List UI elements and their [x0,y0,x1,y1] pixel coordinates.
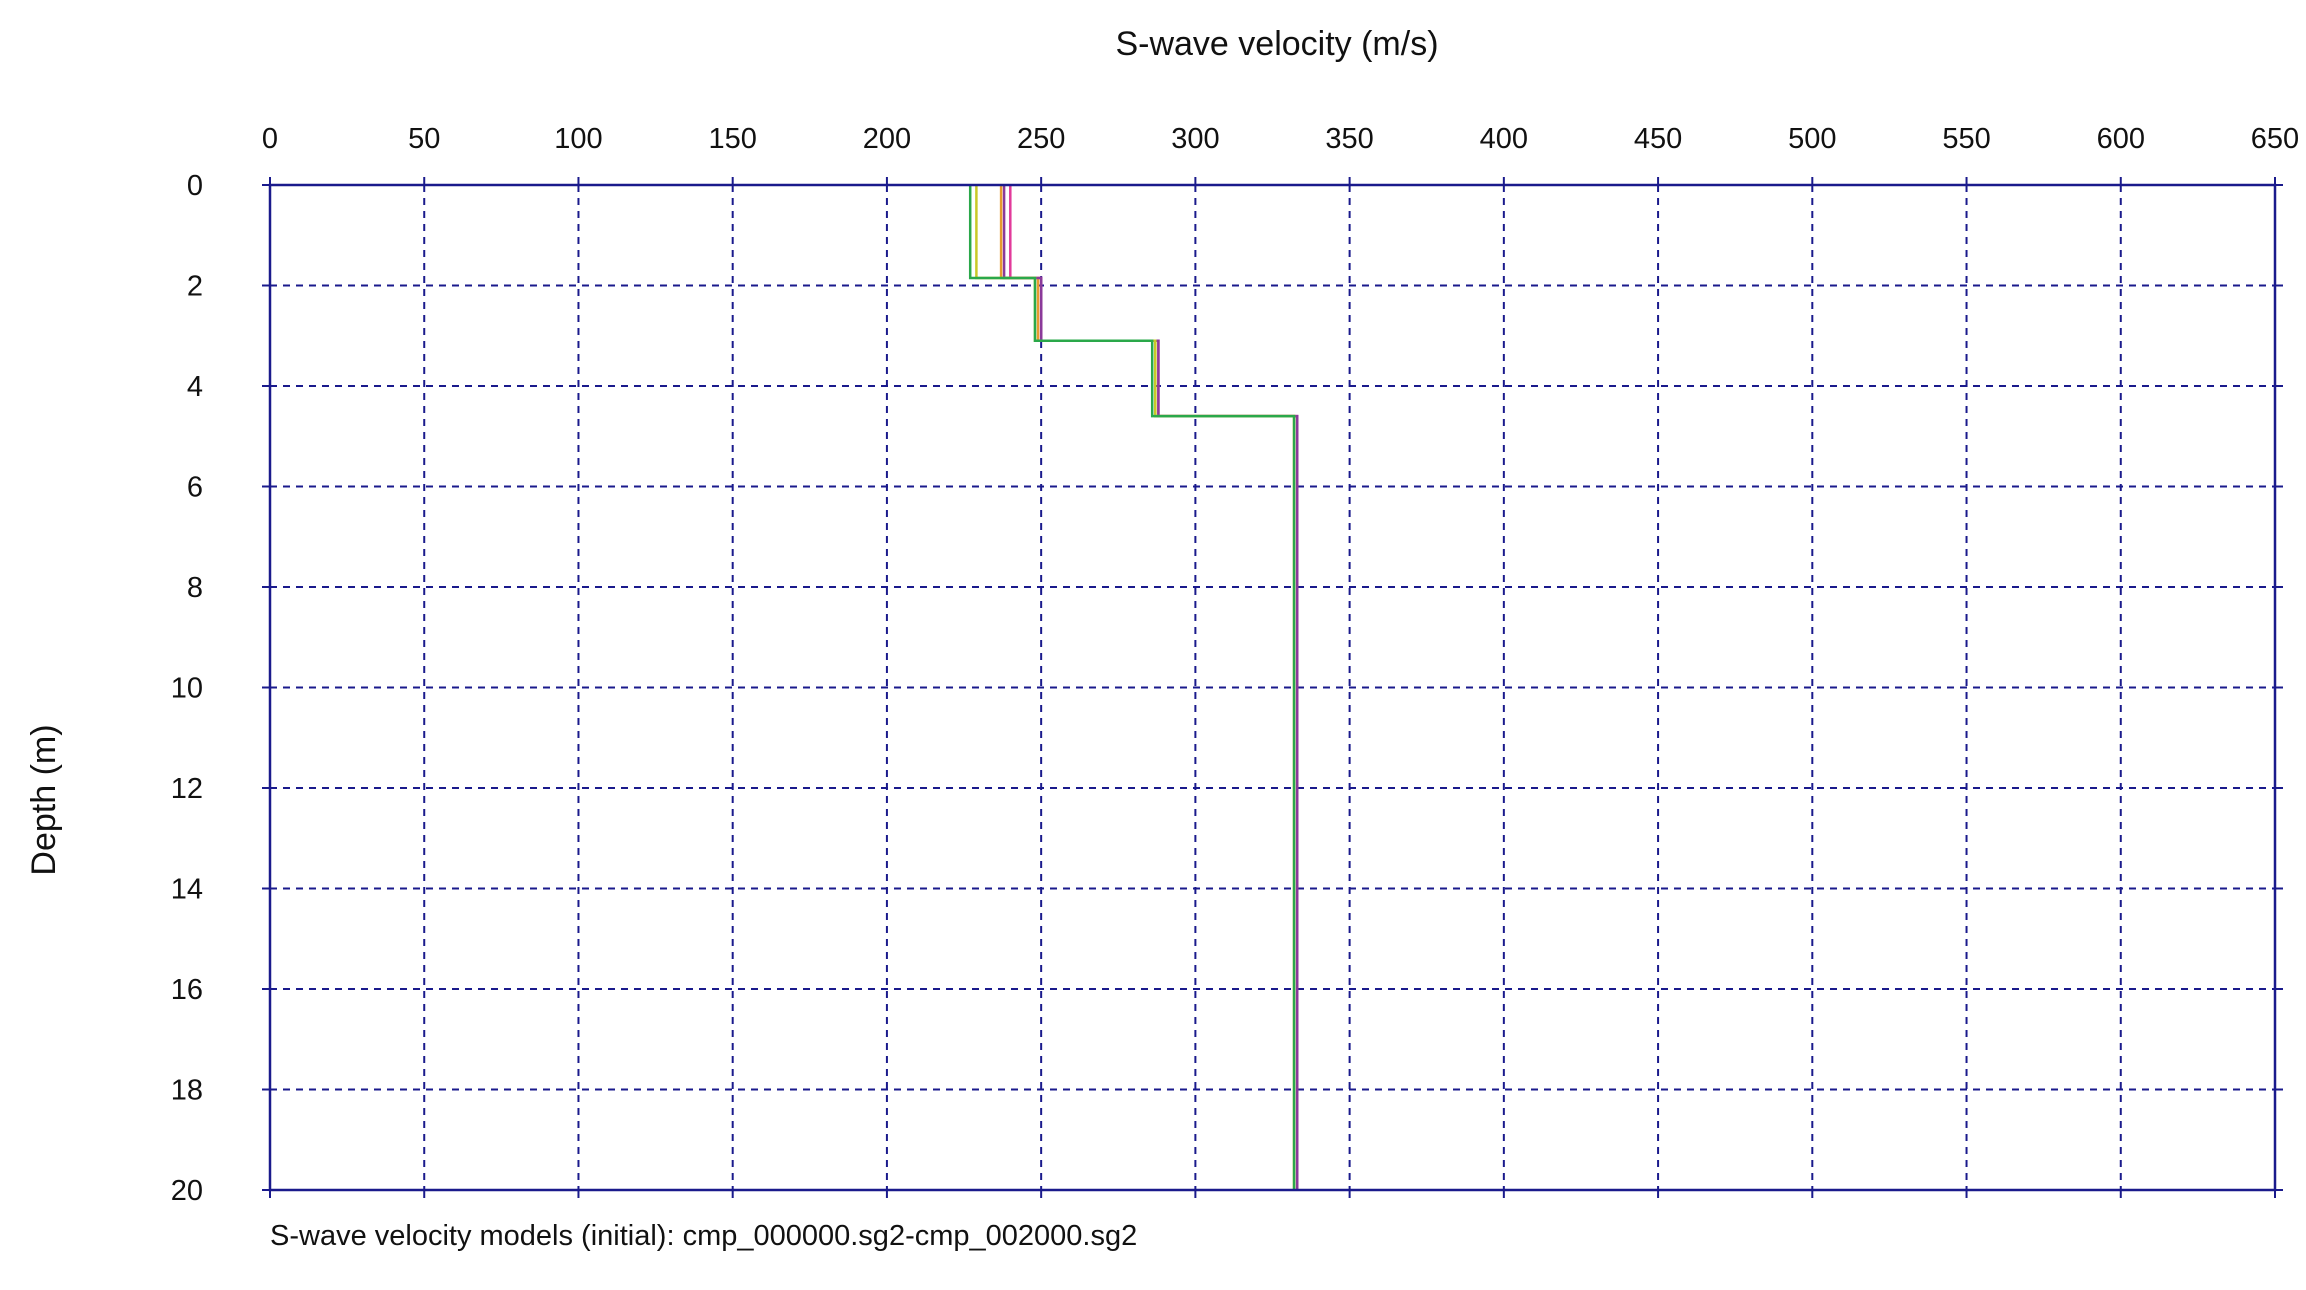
y-tick-label: 8 [187,572,203,604]
x-tick-label: 500 [1788,123,1836,155]
y-tick-label: 16 [171,974,203,1006]
y-tick-label: 12 [171,773,203,805]
x-tick-label: 300 [1171,123,1219,155]
tick-layer [262,177,2283,1198]
x-tick-label: 250 [1017,123,1065,155]
x-tick-label: 650 [2251,123,2299,155]
x-tick-label: 450 [1634,123,1682,155]
x-axis-title: S-wave velocity (m/s) [1115,25,1438,63]
y-tick-label: 20 [171,1175,203,1207]
x-tick-label: 150 [708,123,756,155]
y-tick-label: 10 [171,673,203,705]
x-tick-label: 550 [1942,123,1990,155]
y-tick-label: 14 [171,874,203,906]
x-tick-label: 350 [1325,123,1373,155]
series-layer [968,185,1299,1190]
x-tick-label: 0 [262,123,278,155]
x-tick-label: 400 [1480,123,1528,155]
x-tick-label: 100 [554,123,602,155]
y-tick-label: 0 [187,170,203,202]
x-tick-label: 200 [863,123,911,155]
x-tick-label: 50 [408,123,440,155]
y-tick-label: 6 [187,472,203,504]
x-tick-label: 600 [2097,123,2145,155]
grid-layer [270,185,2275,1190]
y-tick-label: 4 [187,371,203,403]
y-tick-label: 18 [171,1075,203,1107]
chart-caption: S-wave velocity models (initial): cmp_00… [270,1220,1137,1252]
y-tick-label: 2 [187,271,203,303]
label-layer: 0 50 100 150 200 250 300 350 400 450 500 550 600 650 0… [171,123,2299,1207]
y-axis-title: Depth (m) [25,724,63,875]
velocity-model-line-5 [968,185,1296,1190]
